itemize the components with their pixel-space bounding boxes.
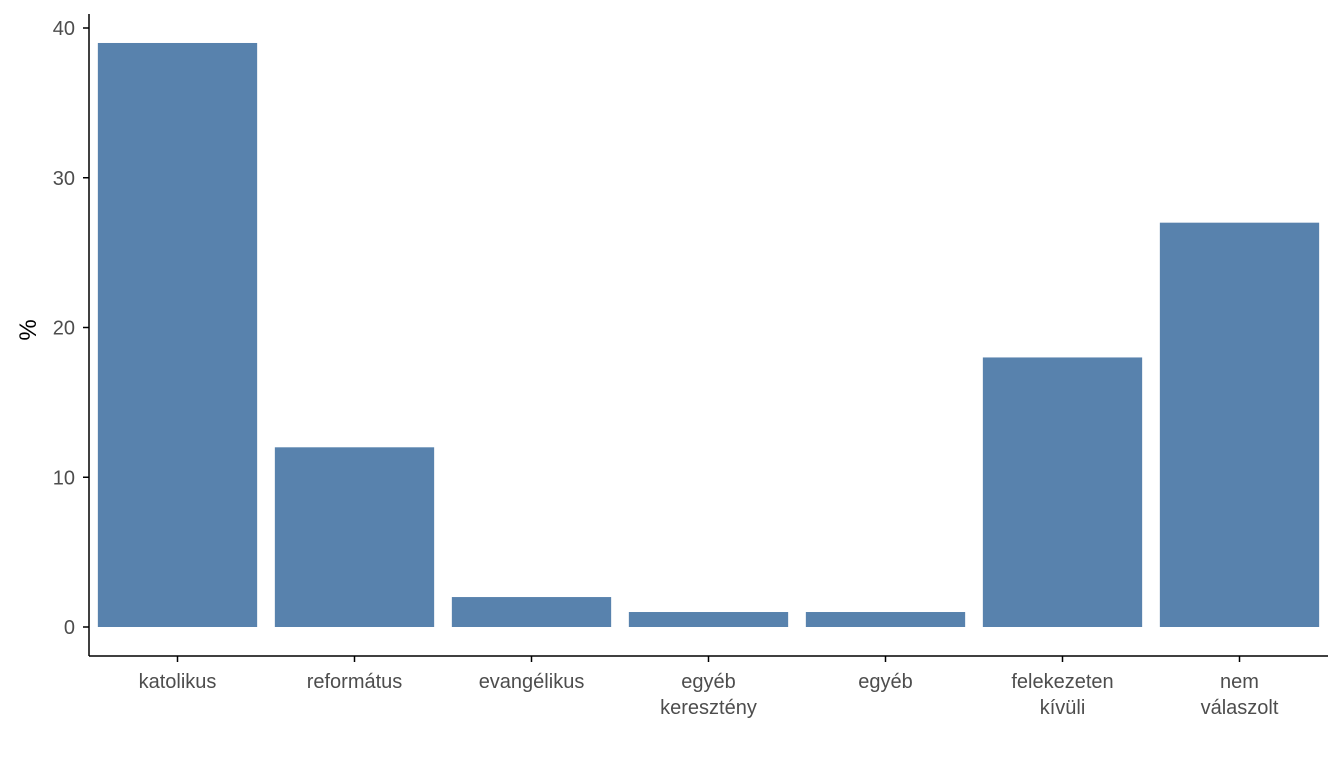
x-tick-label: egyéb (858, 671, 913, 693)
y-tick-label: 20 (53, 318, 75, 340)
y-tick-label: 40 (53, 18, 75, 40)
y-axis-title: % (15, 319, 42, 340)
x-tick-label: evangélikus (479, 671, 585, 693)
bar (274, 447, 435, 627)
y-tick-label: 30 (53, 168, 75, 190)
bar (451, 597, 612, 627)
bar (97, 42, 258, 628)
y-tick-label: 10 (53, 467, 75, 489)
y-tick-label: 0 (64, 617, 75, 639)
x-tick-label: katolikus (139, 671, 217, 693)
x-tick-label: felekezeten kívüli (1011, 671, 1113, 719)
x-axis: katolikus református evangélikus egyéb keres… (89, 655, 1328, 719)
x-tick-label: nem válaszolt (1201, 671, 1279, 719)
x-tick-label: egyéb keresztény (660, 671, 757, 719)
bar (628, 612, 789, 627)
x-tick-label: református (307, 671, 403, 693)
bar (1159, 222, 1320, 627)
y-axis: 0 10 20 30 40 (53, 14, 90, 656)
bar (982, 357, 1143, 627)
bar (805, 612, 966, 627)
bars-group (97, 42, 1320, 628)
